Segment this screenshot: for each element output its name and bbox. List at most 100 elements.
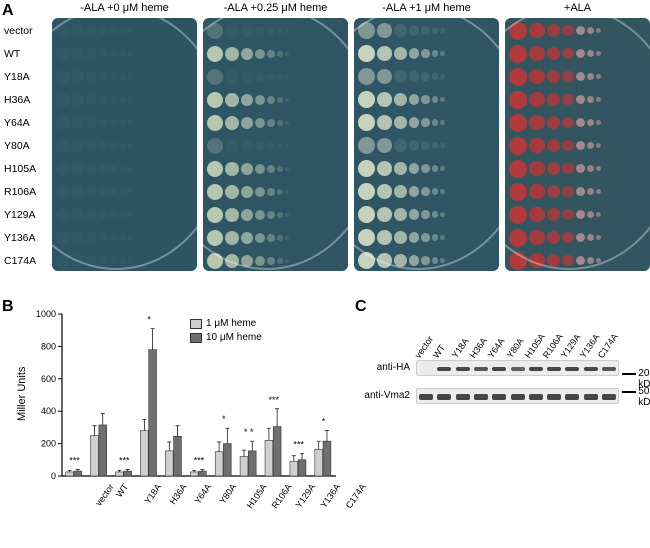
spot-row: [52, 181, 197, 202]
spot: [285, 259, 289, 263]
band: [474, 394, 488, 400]
spot: [377, 23, 392, 38]
spot: [128, 97, 132, 101]
spot: [99, 233, 108, 242]
bar: [323, 441, 331, 476]
spot: [358, 206, 375, 223]
spot: [394, 139, 407, 152]
spot: [267, 188, 275, 196]
spot: [110, 119, 118, 127]
spot: [440, 235, 444, 239]
spot: [440, 143, 444, 147]
spot: [110, 50, 118, 58]
spot: [509, 68, 527, 86]
spot: [277, 212, 283, 218]
spot: [277, 28, 283, 34]
spot: [255, 49, 265, 59]
bar: [140, 431, 148, 476]
bar: [190, 472, 198, 476]
spot: [225, 70, 239, 84]
svg-text:*: *: [222, 414, 226, 424]
spot: [432, 234, 439, 241]
spot: [277, 189, 283, 195]
spot: [358, 252, 375, 269]
spot: [394, 208, 407, 221]
spot: [99, 72, 108, 81]
row-label: Y129A: [4, 204, 36, 227]
spot: [207, 184, 223, 200]
spot: [267, 50, 275, 58]
band: [547, 394, 561, 400]
spot: [409, 117, 420, 128]
lane-label: WT: [431, 343, 447, 360]
spot: [267, 96, 275, 104]
spot: [358, 160, 375, 177]
spot: [547, 70, 561, 84]
spot: [596, 189, 601, 194]
plate-title: -ALA +0.25 μM heme: [203, 2, 348, 14]
x-category: C174A: [344, 482, 368, 510]
spot: [99, 49, 108, 58]
row-label: WT: [4, 43, 36, 66]
spot: [120, 51, 126, 57]
spot: [277, 51, 283, 57]
spot: [128, 143, 132, 147]
spot: [596, 235, 601, 240]
spot: [576, 118, 585, 127]
spot: [110, 257, 118, 265]
spot: [56, 254, 70, 268]
spot: [99, 95, 108, 104]
blot-row-label: anti-Vma2: [360, 390, 410, 401]
spot: [110, 234, 118, 242]
svg-text:***: ***: [268, 395, 279, 405]
spot: [587, 50, 594, 57]
spot: [576, 187, 585, 196]
spot: [562, 255, 573, 266]
spot: [440, 166, 444, 170]
spot-row: [354, 20, 499, 41]
lane-label: Y64A: [486, 336, 507, 360]
panel-b-chart: 02004006008001000************ ********ve…: [20, 308, 340, 538]
spot: [394, 70, 407, 83]
spot: [409, 232, 420, 243]
spot: [377, 184, 392, 199]
spot: [358, 45, 375, 62]
spot: [99, 26, 108, 35]
spot: [421, 164, 430, 173]
bar: [315, 449, 323, 476]
spot-row: [505, 204, 650, 225]
spot: [285, 213, 289, 217]
y-axis-label: Miller Units: [16, 367, 28, 421]
row-label: Y64A: [4, 112, 36, 135]
spot: [529, 69, 545, 85]
spot: [421, 210, 430, 219]
bar: [149, 350, 157, 476]
spot: [576, 141, 585, 150]
spot: [529, 115, 545, 131]
band: [437, 394, 451, 400]
spot: [267, 211, 275, 219]
spot: [225, 254, 239, 268]
spot: [587, 188, 594, 195]
spot: [509, 22, 527, 40]
band: [584, 367, 598, 371]
mw-line: [622, 373, 636, 375]
spot-row: [203, 227, 348, 248]
spot: [377, 46, 392, 61]
spot: [409, 71, 420, 82]
spot: [241, 48, 253, 60]
spot: [562, 163, 573, 174]
plate-title: +ALA: [505, 2, 650, 14]
spot: [86, 117, 97, 128]
spot: [409, 48, 420, 59]
spot: [576, 26, 585, 35]
spot-row: [203, 181, 348, 202]
spot: [120, 74, 126, 80]
bar: [165, 451, 173, 476]
spot: [409, 140, 420, 151]
spot: [110, 211, 118, 219]
spot: [576, 256, 585, 265]
spot: [409, 209, 420, 220]
spot: [394, 93, 407, 106]
svg-text:200: 200: [41, 439, 56, 449]
